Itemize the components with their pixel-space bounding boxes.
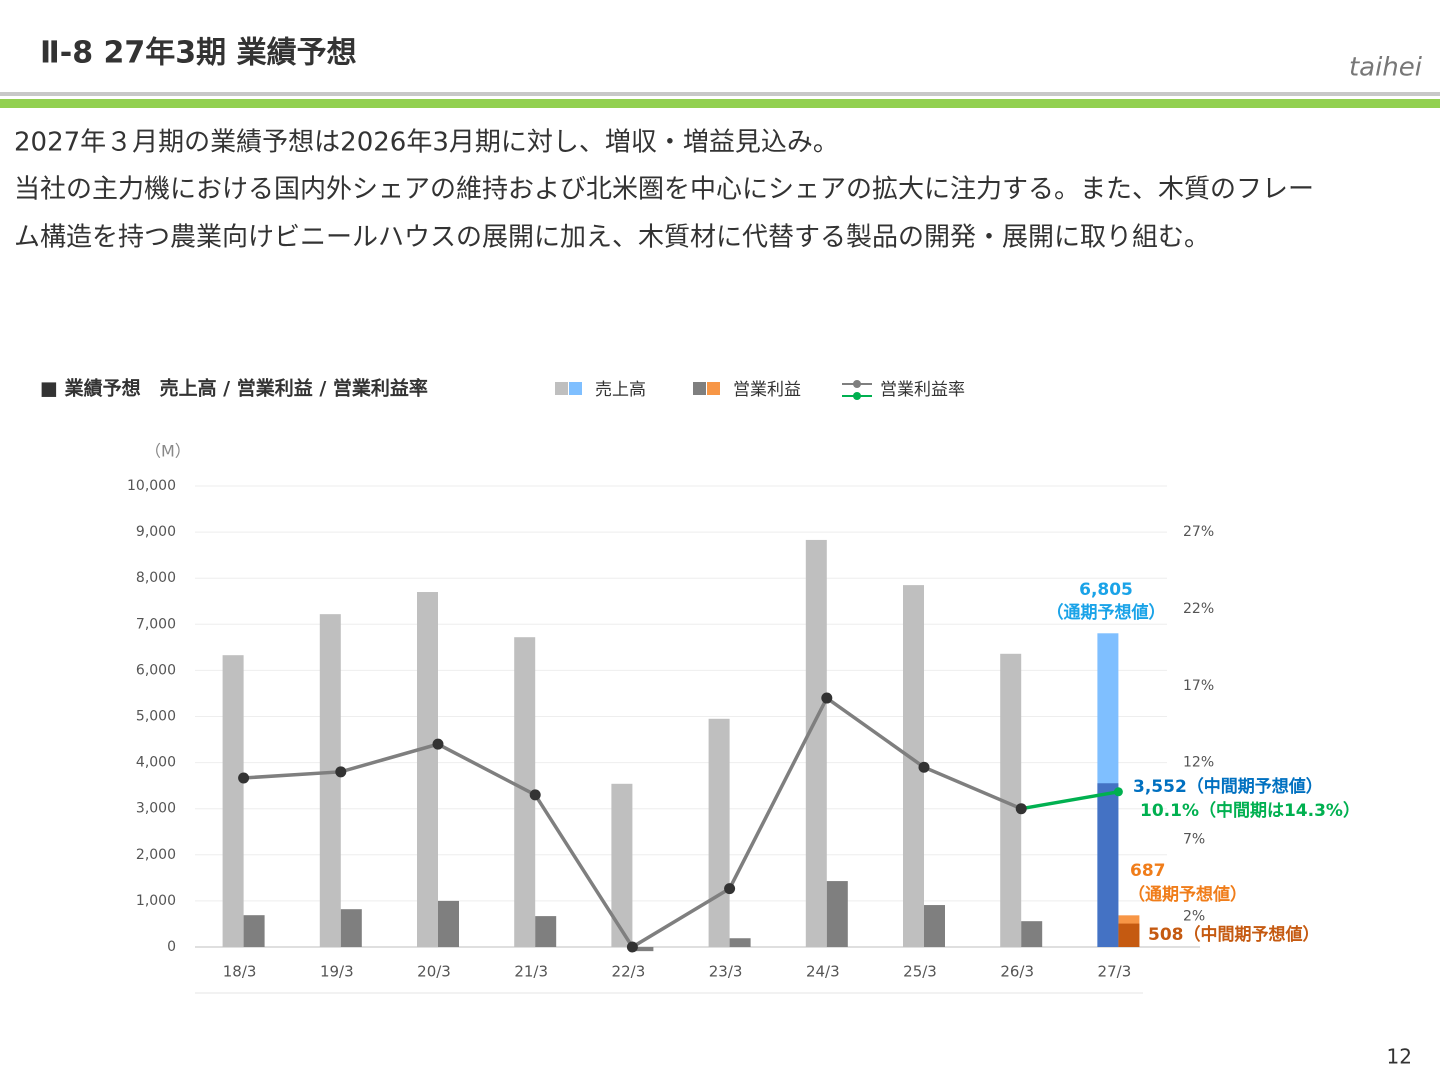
- y-tick-label: 10,000: [127, 478, 176, 494]
- y-tick-label: 2,000: [136, 847, 176, 863]
- line-point: [529, 789, 541, 801]
- bar: [1118, 923, 1140, 947]
- x-tick-label: 22/3: [612, 963, 646, 981]
- line-point: [238, 772, 250, 784]
- x-tick-label: 27/3: [1098, 963, 1132, 981]
- x-tick-label: 26/3: [1000, 963, 1034, 981]
- x-tick-label: 23/3: [709, 963, 743, 981]
- y-tick-label: 9,000: [136, 524, 176, 540]
- y2-tick-label: 7%: [1183, 831, 1205, 847]
- annotation: 10.1%（中間期は14.3%）: [1140, 800, 1360, 821]
- legend-swatch: [707, 382, 720, 395]
- bar: [438, 900, 459, 947]
- x-tick-label: 21/3: [514, 963, 548, 981]
- y-tick-label: 1,000: [136, 893, 176, 909]
- bar: [514, 637, 536, 947]
- y2-tick-label: 22%: [1183, 601, 1214, 617]
- annotation: 508（中間期予想値）: [1148, 924, 1320, 945]
- bar: [805, 539, 827, 947]
- line-point: [918, 761, 930, 773]
- bar: [340, 909, 362, 947]
- x-tick-label: 25/3: [903, 963, 937, 981]
- x-tick-label: 19/3: [320, 963, 354, 981]
- slide-title: Ⅱ-8 27年3期 業績予想: [40, 36, 357, 71]
- bar: [708, 718, 730, 947]
- y2-tick-label: 27%: [1183, 524, 1214, 540]
- bar: [243, 915, 265, 947]
- annotation: 6,805: [1079, 580, 1133, 600]
- y2-tick-label: 12%: [1183, 755, 1214, 771]
- body-line: 2027年３月期の業績予想は2026年3月期に対し、増収・増益見込み。: [14, 128, 839, 158]
- line-point: [1113, 787, 1123, 797]
- bar: [1021, 921, 1043, 947]
- legend-label: 営業利益: [733, 380, 801, 400]
- y-tick-label: 0: [167, 939, 176, 955]
- line-point: [432, 738, 444, 750]
- page-number: 12: [1387, 1045, 1412, 1069]
- y-tick-label: 7,000: [136, 616, 176, 632]
- legend-swatch: [555, 382, 568, 395]
- line-point: [821, 692, 833, 704]
- x-tick-label: 24/3: [806, 963, 840, 981]
- bar: [1000, 653, 1022, 947]
- body-line: ム構造を持つ農業向けビニールハウスの展開に加え、木質材に代替する製品の開発・展開…: [14, 223, 1210, 253]
- bar: [535, 916, 557, 947]
- y-tick-label: 8,000: [136, 570, 176, 586]
- bar: [319, 614, 341, 947]
- header-band: [0, 99, 1440, 108]
- annotation: 3,552（中間期予想値）: [1133, 776, 1323, 797]
- bar: [826, 881, 848, 947]
- legend-swatch: [853, 380, 861, 388]
- y-tick-label: 5,000: [136, 709, 176, 725]
- legend-label: 売上高: [595, 380, 646, 400]
- line-point: [724, 883, 736, 895]
- legend-swatch: [569, 382, 582, 395]
- annotation: 687: [1130, 861, 1166, 881]
- bar: [611, 783, 633, 947]
- body-line: 当社の主力機における国内外シェアの維持および北米圏を中心にシェアの拡大に注力する…: [14, 175, 1314, 205]
- y-tick-label: 4,000: [136, 755, 176, 771]
- y-tick-label: 6,000: [136, 662, 176, 678]
- legend-swatch: [853, 392, 861, 400]
- line-point: [335, 766, 347, 778]
- header-rule: [0, 92, 1440, 96]
- legend-swatch: [693, 382, 706, 395]
- line-point: [626, 941, 638, 953]
- annotation: （通期予想値）: [1047, 602, 1166, 623]
- y-tick-label: 3,000: [136, 801, 176, 817]
- x-tick-label: 18/3: [223, 963, 257, 981]
- bar: [924, 905, 945, 947]
- annotation: （通期予想値）: [1128, 884, 1247, 905]
- bar: [1097, 783, 1119, 947]
- line-forecast: [1020, 790, 1119, 811]
- bar: [222, 655, 244, 947]
- y-unit: （M）: [145, 442, 191, 461]
- bar: [729, 938, 751, 947]
- bar: [903, 585, 924, 947]
- y2-tick-label: 2%: [1183, 908, 1205, 924]
- bar: [417, 592, 438, 947]
- legend-label: 営業利益率: [880, 380, 965, 400]
- x-tick-label: 20/3: [417, 963, 451, 981]
- chart-title: ■ 業績予想 売上高 / 営業利益 / 営業利益率: [40, 377, 428, 400]
- brand: taihei: [1349, 53, 1423, 83]
- y2-tick-label: 17%: [1183, 678, 1214, 694]
- line-point: [1015, 803, 1027, 815]
- bar: [632, 947, 654, 952]
